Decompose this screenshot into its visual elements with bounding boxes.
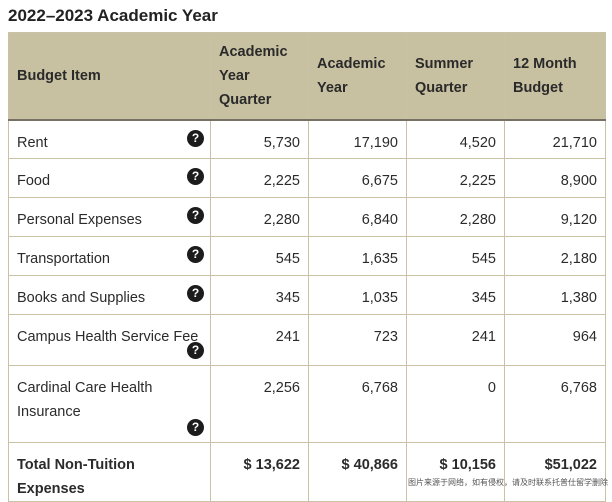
cell-12-month-budget: 21,710 [504,119,606,159]
cell-summer-quarter: 2,280 [406,197,505,237]
help-icon[interactable]: ? [187,342,204,359]
header-academic-year: Academic Year [308,32,407,120]
table-header-row: Budget Item Academic Year Quarter Academ… [8,32,606,120]
cell-academic-year: 17,190 [308,119,407,159]
cell-summer-quarter: 241 [406,314,505,366]
cell-summer-quarter: 345 [406,275,505,315]
cell-academic-year-quarter: 545 [210,236,309,276]
help-icon[interactable]: ? [187,207,204,224]
budget-table: Budget Item Academic Year Quarter Academ… [8,32,606,502]
cell-academic-year: 6,675 [308,158,407,198]
cell-12-month-budget: 964 [504,314,606,366]
table-row-books-and-supplies: Books and Supplies ? 345 1,035 345 1,380 [8,275,606,315]
cell-summer-quarter: 2,225 [406,158,505,198]
table-row-food: Food ? 2,225 6,675 2,225 8,900 [8,158,606,198]
row-item-label: Campus Health Service Fee [17,329,199,345]
table-row-rent: Rent ? 5,730 17,190 4,520 21,710 [8,119,606,159]
row-item-label: Personal Expenses [17,212,142,228]
row-item-label: Transportation [17,251,110,267]
cell-academic-year: 1,635 [308,236,407,276]
cell-summer-quarter: 0 [406,365,505,443]
cell-12-month-budget: 1,380 [504,275,606,315]
page-title: 2022–2023 Academic Year [8,6,218,25]
header-budget-item: Budget Item [8,32,211,120]
row-item-cell: Food ? [8,158,211,198]
cell-academic-year-quarter: 345 [210,275,309,315]
total-academic-year: $ 40,866 [308,442,407,502]
cell-academic-year-quarter: 5,730 [210,119,309,159]
total-summer-quarter: $ 10,156 [406,442,505,502]
total-academic-year-quarter: $ 13,622 [210,442,309,502]
header-summer-quarter: Summer Quarter [406,32,505,120]
total-12-month-budget: $51,022 [504,442,606,502]
header-academic-year-quarter: Academic Year Quarter [210,32,309,120]
header-12-month-budget: 12 Month Budget [504,32,606,120]
table-row-campus-health-service-fee: Campus Health Service Fee ? 241 723 241 … [8,314,606,366]
row-item-cell: Rent ? [8,119,211,159]
help-icon[interactable]: ? [187,168,204,185]
cell-academic-year: 1,035 [308,275,407,315]
cell-academic-year: 6,840 [308,197,407,237]
total-label: Total Non-Tuition Expenses [8,442,211,502]
row-item-label: Rent [17,134,48,151]
cell-summer-quarter: 545 [406,236,505,276]
cell-academic-year-quarter: 2,280 [210,197,309,237]
table-row-personal-expenses: Personal Expenses ? 2,280 6,840 2,280 9,… [8,197,606,237]
cell-12-month-budget: 9,120 [504,197,606,237]
row-item-label: Cardinal Care Health Insurance [17,380,153,420]
cell-academic-year-quarter: 2,256 [210,365,309,443]
row-item-label: Food [17,173,51,189]
table-row-cardinal-care-health-insurance: Cardinal Care Health Insurance ? 2,256 6… [8,365,606,443]
row-item-cell: Campus Health Service Fee ? [8,314,211,366]
cell-12-month-budget: 8,900 [504,158,606,198]
row-item-label: Books and Supplies [17,290,146,306]
cell-academic-year: 723 [308,314,407,366]
cell-summer-quarter: 4,520 [406,119,505,159]
help-icon[interactable]: ? [187,419,204,436]
cell-academic-year-quarter: 2,225 [210,158,309,198]
help-icon[interactable]: ? [187,246,204,263]
help-icon[interactable]: ? [187,285,204,302]
cell-12-month-budget: 6,768 [504,365,606,443]
help-icon[interactable]: ? [187,129,204,147]
row-item-cell: Books and Supplies ? [8,275,211,315]
cell-academic-year-quarter: 241 [210,314,309,366]
cell-12-month-budget: 2,180 [504,236,606,276]
table-row-transportation: Transportation ? 545 1,635 545 2,180 [8,236,606,276]
watermark: 图片来源于网络，如有侵权，请及时联系托普仕留学删除 [408,478,608,487]
row-item-cell: Cardinal Care Health Insurance ? [8,365,211,443]
table-row-total: Total Non-Tuition Expenses $ 13,622 $ 40… [8,442,606,502]
row-item-cell: Transportation ? [8,236,211,276]
cell-academic-year: 6,768 [308,365,407,443]
row-item-cell: Personal Expenses ? [8,197,211,237]
